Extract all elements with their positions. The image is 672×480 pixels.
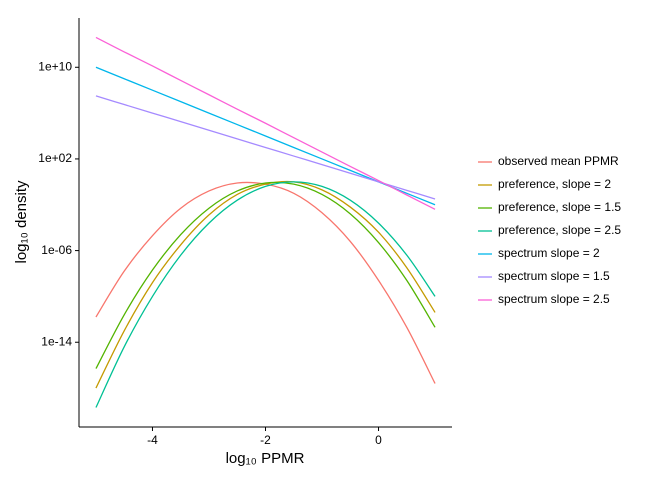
x-tick-label: -2 <box>260 433 271 447</box>
y-tick-label: 1e+02 <box>38 151 72 165</box>
x-tick-label: 0 <box>375 433 382 447</box>
y-tick-label: 1e-06 <box>41 243 72 257</box>
y-tick-label: 1e-14 <box>41 334 72 348</box>
legend-label: preference, slope = 2.5 <box>498 223 621 237</box>
series-line <box>95 181 436 369</box>
y-axis-label: log₁₀ density <box>13 180 30 263</box>
legend-label: observed mean PPMR <box>498 154 619 168</box>
y-tick-label: 1e+10 <box>38 59 72 73</box>
series-line <box>95 181 436 408</box>
legend-label: spectrum slope = 1.5 <box>498 269 610 283</box>
legend-label: spectrum slope = 2 <box>498 246 600 260</box>
series-line <box>95 180 436 389</box>
x-axis-label: log₁₀ PPMR <box>226 450 305 467</box>
series-line <box>95 95 436 200</box>
legend-label: preference, slope = 1.5 <box>498 200 621 214</box>
legend-label: preference, slope = 2 <box>498 177 611 191</box>
x-tick-label: -4 <box>147 433 158 447</box>
legend-label: spectrum slope = 2.5 <box>498 292 610 306</box>
series-line <box>95 36 436 210</box>
series-line <box>95 181 436 384</box>
